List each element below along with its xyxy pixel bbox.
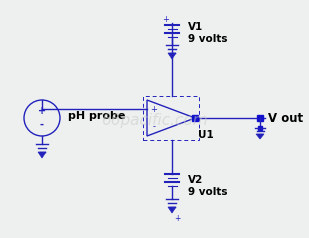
Text: -: - <box>153 123 155 132</box>
Bar <box>143 96 199 140</box>
Text: 66pacific.com: 66pacific.com <box>101 113 207 128</box>
Polygon shape <box>38 152 46 158</box>
Text: +: + <box>163 15 169 25</box>
Text: pH probe: pH probe <box>68 111 125 121</box>
Text: U1: U1 <box>198 130 214 140</box>
Text: V1
9 volts: V1 9 volts <box>188 22 227 44</box>
Text: -: - <box>40 120 44 130</box>
Text: +: + <box>150 104 158 114</box>
Text: V out: V out <box>268 111 303 124</box>
Polygon shape <box>168 207 176 213</box>
Polygon shape <box>168 53 176 59</box>
Text: +: + <box>174 214 180 223</box>
Text: +: + <box>38 106 46 116</box>
Polygon shape <box>256 134 264 139</box>
Text: V2
9 volts: V2 9 volts <box>188 175 227 197</box>
